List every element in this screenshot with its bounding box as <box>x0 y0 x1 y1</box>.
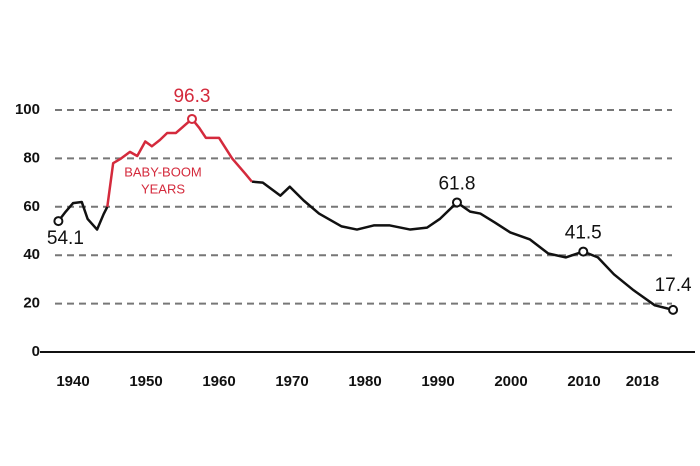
point-marker <box>53 216 64 227</box>
x-tick-label: 2010 <box>567 373 600 390</box>
x-tick-label: 1970 <box>275 373 308 390</box>
annotation-label: 61.8 <box>438 173 475 194</box>
y-tick-label: 100 <box>15 101 40 118</box>
annotation-label: 17.4 <box>655 275 692 296</box>
note-label: BABY-BOOM <box>124 164 202 179</box>
y-tick-label: 80 <box>23 149 40 166</box>
annotation-label: 41.5 <box>565 223 602 244</box>
x-tick-label: 1940 <box>56 373 89 390</box>
y-tick-label: 0 <box>32 343 40 360</box>
x-tick-label: 2018 <box>626 373 659 390</box>
note-label: YEARS <box>141 181 185 196</box>
line <box>57 180 674 312</box>
y-tick-label: 20 <box>23 295 40 312</box>
x-tick-label: 2000 <box>494 373 527 390</box>
point-marker <box>186 113 197 124</box>
x-tick-label: 1990 <box>421 373 454 390</box>
x-tick-label: 1980 <box>348 373 381 390</box>
y-tick-label: 60 <box>23 198 40 215</box>
point-marker <box>451 197 462 208</box>
y-tick-label: 40 <box>23 246 40 263</box>
x-tick-label: 1950 <box>129 373 162 390</box>
point-marker <box>578 246 589 257</box>
annotation-label: 54.1 <box>47 228 84 249</box>
x-tick-label: 1960 <box>202 373 235 390</box>
annotation-label: 96.3 <box>173 86 210 107</box>
line <box>106 117 253 207</box>
point-marker <box>668 304 679 315</box>
